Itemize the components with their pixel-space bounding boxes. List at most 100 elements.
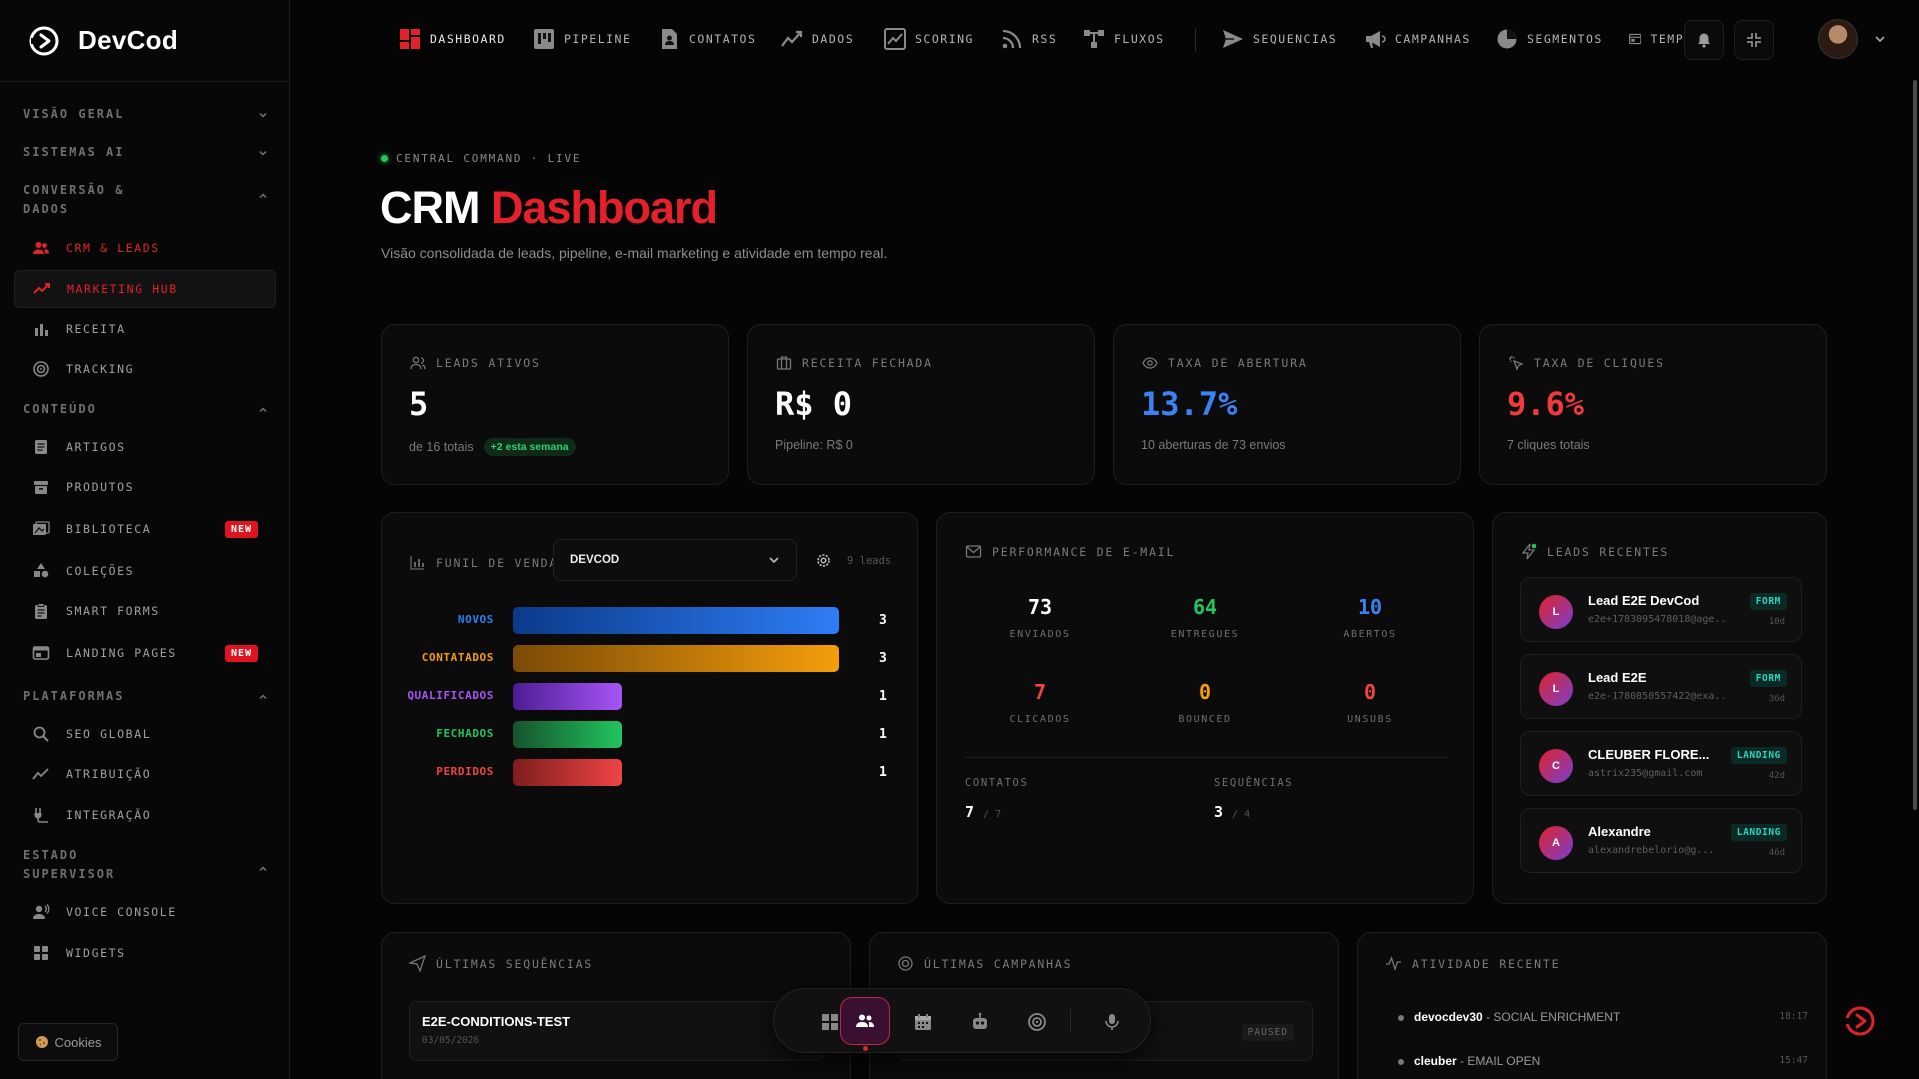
dock-crm-button[interactable] [840, 997, 890, 1051]
contacts-total: / 7 [983, 809, 1002, 820]
tab-dados[interactable]: DADOS [781, 28, 854, 50]
tab-contatos[interactable]: CONTATOS [658, 28, 756, 50]
stat-label: ABERTOS [1343, 629, 1397, 640]
tab-pipeline[interactable]: PIPELINE [533, 28, 631, 50]
sidebar-item-label: TRACKING [66, 362, 135, 376]
sidebar-item-produtos[interactable]: PRODUTOS [14, 468, 276, 506]
funnel-stage-row: NOVOS 3 [382, 605, 912, 635]
stat-clicados: 7 CLICADOS [980, 680, 1100, 725]
kpi-label: LEADS ATIVOS [410, 355, 541, 371]
lead-item[interactable]: L Lead E2E DevCod e2e+1783095478018@age...… [1520, 577, 1802, 642]
section-label: VISÃO GERAL [23, 107, 125, 121]
bolt-icon [1521, 543, 1537, 560]
sidebar-item-receita[interactable]: RECEITA [14, 310, 276, 348]
sidebar-item-crm-leads[interactable]: CRM & LEADS [14, 229, 276, 267]
sidebar-item-tracking[interactable]: TRACKING [14, 350, 276, 388]
lead-item[interactable]: C CLEUBER FLORE... astrix235@gmail.com LAND… [1520, 731, 1802, 796]
tab-sequencias[interactable]: SEQUENCIAS [1222, 28, 1337, 50]
sequences-total: / 4 [1232, 809, 1251, 820]
chevron-down-icon[interactable] [1874, 33, 1886, 45]
lead-source-tag: LANDING [1730, 747, 1787, 764]
section-visao-geral[interactable]: VISÃO GERAL [23, 105, 268, 124]
sidebar-item-biblioteca[interactable]: BIBLIOTECA NEW [14, 510, 276, 548]
floating-dock [773, 988, 1151, 1053]
gear-icon[interactable] [815, 552, 832, 569]
recent-activity-label-text: ATIVIDADE RECENTE [1412, 956, 1561, 971]
collapse-button[interactable] [1734, 20, 1774, 60]
funnel-stage-row: QUALIFICADOS 1 [382, 681, 912, 711]
tab-campanhas[interactable]: CAMPANHAS [1364, 28, 1471, 50]
sidebar-item-label: RECEITA [66, 322, 126, 336]
user-avatar[interactable] [1818, 19, 1858, 59]
sidebar-item-label: BIBLIOTECA [66, 522, 152, 536]
brand[interactable]: DevCod [0, 0, 289, 82]
recent-activity-card: ATIVIDADE RECENTE devocdev30 - SOCIAL EN… [1357, 932, 1827, 1079]
dock-bot-button[interactable] [958, 1001, 1002, 1043]
section-plataformas[interactable]: PLATAFORMAS [23, 687, 268, 706]
section-label: PLATAFORMAS [23, 689, 125, 703]
sidebar-item-landing-pages[interactable]: LANDING PAGES NEW [14, 634, 276, 672]
box-icon [34, 481, 48, 494]
sidebar-item-colecoes[interactable]: COLEÇÕES [14, 552, 276, 590]
sequence-item[interactable]: E2E-CONDITIONS-TEST 03/05/2026 [409, 1001, 825, 1061]
sidebar-item-label: MARKETING HUB [67, 282, 178, 296]
tab-segmentos[interactable]: SEGMENTOS [1496, 28, 1603, 50]
page-title: CRM Dashboard [380, 182, 718, 234]
funnel-lead-count: 9 leads [847, 555, 892, 567]
email-perf-label: PERFORMANCE DE E-MAIL [965, 543, 1175, 560]
workspace-select[interactable]: DEVCOD [553, 539, 797, 581]
minimize-icon [1747, 33, 1761, 47]
page-scrollbar[interactable] [1913, 80, 1917, 810]
sidebar-item-smart-forms[interactable]: SMART FORMS [14, 592, 276, 630]
kpi-label-text: RECEITA FECHADA [802, 356, 933, 370]
dock-calendar-button[interactable] [901, 1001, 945, 1043]
stat-value: 0 [1198, 680, 1212, 704]
stat-entregues: 64 ENTREGUES [1145, 595, 1265, 640]
tab-scoring[interactable]: SCORING [884, 28, 974, 50]
sidebar-item-marketing-hub[interactable]: MARKETING HUB [14, 270, 276, 308]
send-icon [409, 955, 426, 972]
contact-icon [662, 29, 677, 49]
funnel-stage-label: FECHADOS [436, 727, 494, 740]
tab-rss[interactable]: RSS [1001, 28, 1057, 50]
recent-leads-card: LEADS RECENTES L Lead E2E DevCod e2e+17830… [1492, 512, 1827, 904]
sidebar-item-label: WIDGETS [66, 946, 126, 960]
lead-item[interactable]: L Lead E2E e2e-1780850557422@exa... FORM 36d [1520, 654, 1802, 719]
chevron-down-icon [259, 112, 267, 117]
section-sistemas-ai[interactable]: SISTEMAS AI [23, 143, 268, 162]
divider [965, 757, 1447, 758]
funnel-label-text: FUNIL DE VENDAS [436, 555, 567, 570]
kanban-icon [534, 29, 554, 49]
cookies-button[interactable]: Cookies [18, 1023, 118, 1061]
devcod-assistant-icon[interactable] [1842, 1003, 1878, 1039]
sidebar-item-atribuicao[interactable]: ATRIBUIÇÃO [14, 755, 276, 793]
sidebar-item-widgets[interactable]: WIDGETS [14, 934, 276, 972]
chevron-up-icon [259, 407, 267, 412]
notifications-button[interactable] [1684, 20, 1724, 60]
dock-voice-button[interactable] [1090, 1001, 1134, 1043]
sidebar-item-artigos[interactable]: ARTIGOS [14, 428, 276, 466]
lead-name: CLEUBER FLORE... [1588, 747, 1710, 762]
lead-item[interactable]: A Alexandre alexandrebelorio@g... LANDING 46… [1520, 808, 1802, 873]
dock-divider [1070, 1009, 1071, 1033]
sidebar-item-integracao[interactable]: INTEGRAÇÃO [14, 796, 276, 834]
dock-tracking-button[interactable] [1015, 1001, 1059, 1043]
dock-dashboard-button[interactable] [808, 1001, 852, 1043]
microphone-icon [1105, 1014, 1119, 1030]
sidebar: DevCod VISÃO GERAL SISTEMAS AI CONVERSÃO… [0, 0, 290, 1079]
sidebar-item-voice-console[interactable]: VOICE CONSOLE [14, 893, 276, 931]
funnel-stage-label: NOVOS [457, 613, 494, 626]
tab-dashboard[interactable]: DASHBOARD [399, 28, 506, 50]
kpi-label-text: TAXA DE ABERTURA [1168, 356, 1308, 370]
kpi-value: R$ 0 [775, 385, 853, 423]
tab-fluxos[interactable]: FLUXOS [1083, 28, 1165, 50]
lead-source-tag: LANDING [1730, 824, 1787, 841]
section-conteudo[interactable]: CONTEÚDO [23, 400, 268, 419]
chevron-down-icon [259, 150, 267, 155]
sidebar-item-seo-global[interactable]: SEO GLOBAL [14, 715, 276, 753]
section-estado-supervisor[interactable]: ESTADO SUPERVISOR [23, 846, 268, 884]
sidebar-item-label: CRM & LEADS [66, 241, 160, 255]
section-conversao-dados[interactable]: CONVERSÃO & DADOS [23, 181, 268, 219]
funnel-stage-label: PERDIDOS [436, 765, 494, 778]
